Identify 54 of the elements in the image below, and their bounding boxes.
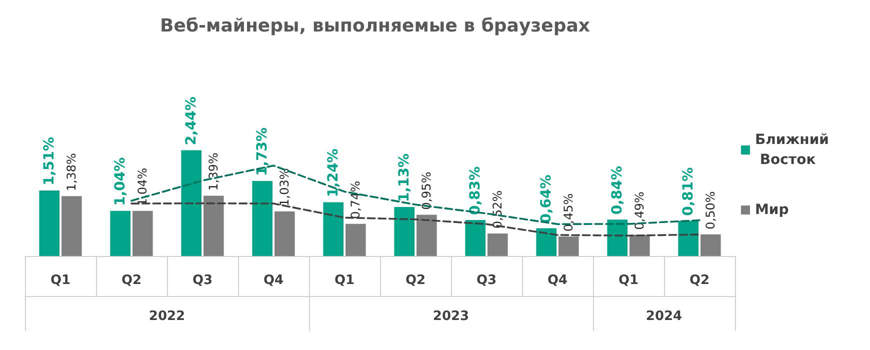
x-tick-label: Q2 bbox=[121, 273, 142, 288]
bar bbox=[465, 220, 486, 256]
bar bbox=[274, 211, 295, 256]
x-tick-label: Q4 bbox=[547, 273, 568, 288]
bar bbox=[346, 224, 366, 256]
data-label: 0,81% bbox=[680, 167, 696, 216]
bar bbox=[110, 210, 130, 256]
data-label: 1,13% bbox=[396, 153, 412, 202]
bar bbox=[630, 234, 650, 256]
bar bbox=[252, 180, 272, 256]
data-label: 1,38% bbox=[64, 153, 79, 192]
bar bbox=[416, 214, 437, 256]
data-label: 0,45% bbox=[562, 193, 576, 232]
bar bbox=[700, 234, 721, 256]
text: 2024 bbox=[646, 309, 682, 324]
bar bbox=[558, 236, 579, 256]
x-tick-label: Q3 bbox=[192, 273, 213, 288]
data-label: 1,04% bbox=[112, 157, 128, 206]
bar bbox=[323, 202, 344, 256]
x-tick-label: Q2 bbox=[405, 273, 426, 288]
text: 2022 bbox=[148, 309, 186, 324]
data-label: 2,44% bbox=[183, 96, 200, 146]
data-label: 1,03% bbox=[278, 168, 292, 206]
data-label: 1,51% bbox=[41, 136, 58, 186]
x-tick-label: Q1 bbox=[334, 273, 355, 288]
chart-title: Веб-майнеры, выполняемые в браузерах bbox=[160, 16, 590, 36]
data-label: 1,24% bbox=[325, 148, 342, 198]
bar bbox=[607, 220, 628, 256]
data-label: 1,39% bbox=[206, 152, 221, 191]
data-label: 0,74% bbox=[348, 180, 363, 219]
x-tick-label: Q4 bbox=[263, 273, 284, 288]
data-label: 0,84% bbox=[609, 166, 626, 215]
data-label: 0,64% bbox=[538, 174, 554, 224]
x-tick-label: Q3 bbox=[476, 273, 497, 288]
data-label: 1,73% bbox=[254, 127, 270, 176]
text: 2023 bbox=[432, 309, 470, 324]
bar bbox=[536, 228, 556, 256]
x-tick-label: Q2 bbox=[689, 273, 710, 288]
bar bbox=[678, 220, 698, 256]
bar bbox=[62, 196, 82, 256]
x-tick-label: Q1 bbox=[50, 273, 71, 288]
bar bbox=[39, 190, 60, 256]
x-tick-label: Q1 bbox=[618, 273, 639, 288]
bar bbox=[488, 233, 508, 256]
legend-label: Ближний Восток bbox=[755, 132, 829, 168]
data-label: 0,49% bbox=[632, 192, 647, 230]
data-label: 0,50% bbox=[704, 191, 718, 230]
bar bbox=[204, 196, 224, 256]
data-label: 0,95% bbox=[420, 172, 434, 210]
data-label: 0,83% bbox=[467, 166, 484, 216]
bar bbox=[181, 150, 202, 256]
bar bbox=[394, 207, 414, 256]
legend-label: Мир bbox=[755, 202, 789, 218]
bar bbox=[132, 210, 153, 256]
